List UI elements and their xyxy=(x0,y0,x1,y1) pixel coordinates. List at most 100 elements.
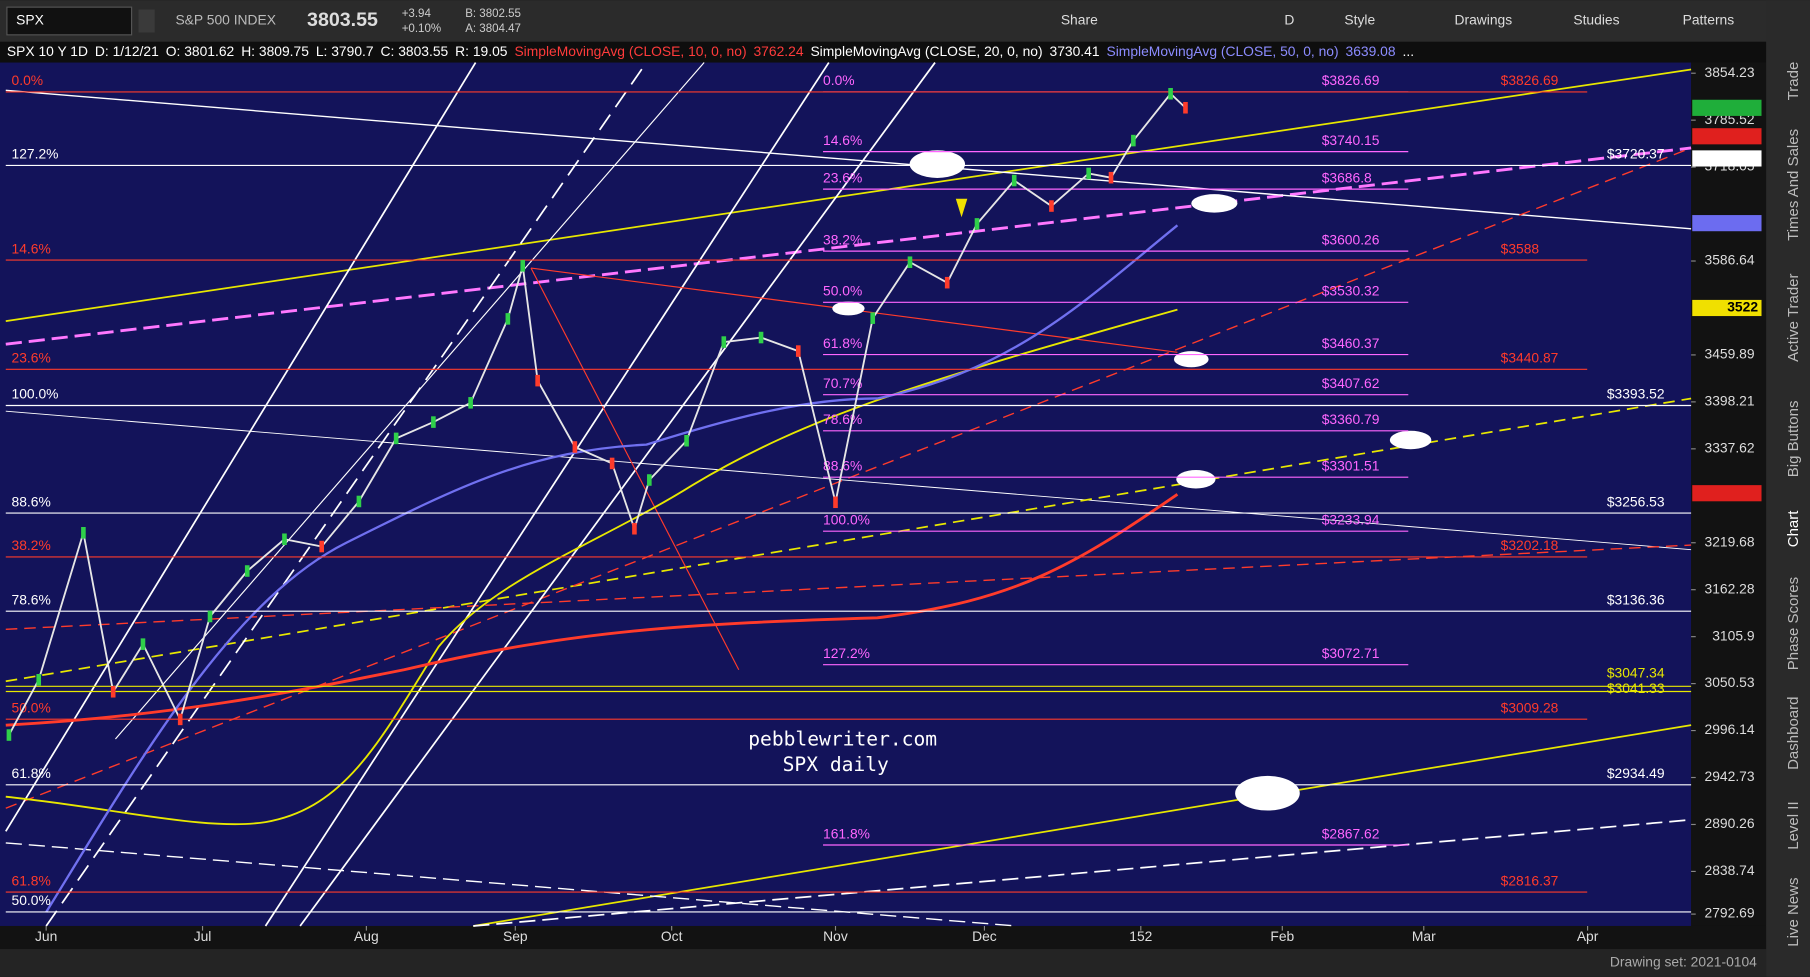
bottom-bar xyxy=(0,949,1767,977)
y-tick-label: 3105.9 xyxy=(1712,627,1755,643)
toolbar-button[interactable]: Share xyxy=(1061,12,1098,28)
y-tick-label: 2890.26 xyxy=(1705,815,1755,831)
price-point xyxy=(244,565,250,577)
toolbar xyxy=(0,0,1810,42)
x-tick-label: Sep xyxy=(503,928,528,944)
level-price: $3720.37 xyxy=(1607,146,1665,162)
channel-line xyxy=(299,62,936,927)
level-pct: 161.8% xyxy=(823,825,870,841)
price-badge-label: 3522 xyxy=(1727,299,1758,315)
toolbar-button[interactable]: Patterns xyxy=(1683,12,1735,28)
price-badge xyxy=(1692,485,1762,502)
instrument-name: S&P 500 INDEX xyxy=(175,12,276,28)
side-tab[interactable]: Times And Sales xyxy=(1785,129,1802,241)
side-tab[interactable]: Big Buttons xyxy=(1785,401,1802,478)
price-point xyxy=(535,374,540,387)
side-tab[interactable]: Active Trader xyxy=(1785,273,1802,361)
info-text: 3730.41 xyxy=(1050,43,1100,59)
price-badge xyxy=(1692,215,1762,232)
x-tick-label: Feb xyxy=(1270,928,1294,944)
level-pct: 78.6% xyxy=(823,411,862,427)
watermark: pebblewriter.com xyxy=(748,728,937,751)
study-info: SPX 10 Y 1D D: 1/12/21 O: 3801.62 H: 3809.7… xyxy=(7,43,1414,59)
link-button[interactable] xyxy=(138,9,155,33)
toolbar-button[interactable]: D xyxy=(1284,12,1294,28)
price-badge xyxy=(1692,150,1762,167)
fib-levels: 0.0% $3826.69 14.6% $3740.15 23.6% $3686.8 38.… xyxy=(5,72,1692,913)
level-pct: 50.0% xyxy=(12,699,51,715)
y-tick-label: 3337.62 xyxy=(1705,439,1755,455)
info-text: D: 1/12/21 xyxy=(95,43,159,59)
level-pct: 50.0% xyxy=(12,892,51,908)
info-text: C: 3803.55 xyxy=(381,43,449,59)
level-pct: 61.8% xyxy=(12,765,51,781)
x-tick-label: Jun xyxy=(35,928,57,944)
level-price: $3047.34 xyxy=(1607,664,1665,680)
level-pct: 78.6% xyxy=(12,591,51,607)
price-point xyxy=(6,729,12,741)
price-point xyxy=(505,313,511,325)
price-point xyxy=(907,256,913,268)
price-point xyxy=(647,474,652,486)
toolbar-button[interactable]: Studies xyxy=(1573,12,1619,28)
level-pct: 100.0% xyxy=(823,511,870,527)
sma-100 xyxy=(5,493,1179,727)
level-pct: 14.6% xyxy=(12,240,51,256)
x-tick-label: 152 xyxy=(1129,928,1152,944)
info-text: ... xyxy=(1403,43,1415,59)
side-tab[interactable]: Level II xyxy=(1785,801,1802,849)
axes: 3854.233785.523718.053586.643459.893398.… xyxy=(35,64,1762,944)
level-price: $3588 xyxy=(1501,240,1540,256)
toolbar-button[interactable]: Drawings xyxy=(1454,12,1512,28)
info-text: SimpleMovingAvg (CLOSE, 50, 0, no) xyxy=(1106,43,1338,59)
side-tab[interactable]: Trade xyxy=(1785,62,1802,101)
fork-line xyxy=(530,267,740,670)
price-plot xyxy=(6,87,1188,741)
info-row xyxy=(0,41,1767,63)
level-price: $3072.71 xyxy=(1322,645,1380,661)
change-pct: +0.10% xyxy=(402,23,441,35)
side-tab[interactable]: Dashboard xyxy=(1785,697,1802,770)
info-text: SimpleMovingAvg (CLOSE, 20, 0, no) xyxy=(810,43,1042,59)
marker xyxy=(1389,430,1432,450)
level-price: $3460.37 xyxy=(1322,335,1380,351)
level-pct: 88.6% xyxy=(12,493,51,509)
level-pct: 38.2% xyxy=(12,537,51,553)
chart-area xyxy=(0,62,1692,926)
toolbar-button[interactable]: Style xyxy=(1344,12,1375,28)
price-point xyxy=(721,336,727,348)
price-point xyxy=(1049,200,1054,212)
symbol-box[interactable] xyxy=(6,6,133,36)
bid: B: 3802.55 xyxy=(465,8,521,20)
level-pct: 70.7% xyxy=(823,375,862,391)
side-tab[interactable]: Phase Scores xyxy=(1785,577,1802,670)
price-point xyxy=(177,713,183,726)
level-price: $3301.51 xyxy=(1322,458,1380,474)
y-tick-label: 3586.64 xyxy=(1705,252,1755,268)
symbol[interactable]: SPX xyxy=(16,12,44,28)
trend-line xyxy=(5,68,1692,322)
price-point xyxy=(356,495,362,508)
trend-line xyxy=(5,544,1692,631)
channel-line xyxy=(45,62,648,927)
level-price: $3256.53 xyxy=(1607,493,1665,509)
y-tick-label: 3162.28 xyxy=(1705,580,1755,596)
x-tick-label: Dec xyxy=(972,928,997,944)
price-point xyxy=(393,432,399,445)
trend-line xyxy=(5,147,1692,809)
level-pct: 38.2% xyxy=(823,231,862,247)
price-point xyxy=(632,522,637,535)
y-tick-label: 2942.73 xyxy=(1705,768,1755,784)
level-price: $3740.15 xyxy=(1322,132,1380,148)
trend-line xyxy=(5,89,1692,230)
price-point xyxy=(282,533,287,546)
level-price: $3826.69 xyxy=(1501,72,1559,88)
price-point xyxy=(468,397,473,409)
level-price: $3530.32 xyxy=(1322,283,1380,299)
channel-line xyxy=(264,62,830,927)
trend-line xyxy=(473,818,1692,927)
price-point xyxy=(1183,101,1188,114)
level-pct: 50.0% xyxy=(823,283,862,299)
side-tab[interactable]: Live News xyxy=(1785,878,1802,947)
side-tab[interactable]: Chart xyxy=(1785,510,1802,548)
